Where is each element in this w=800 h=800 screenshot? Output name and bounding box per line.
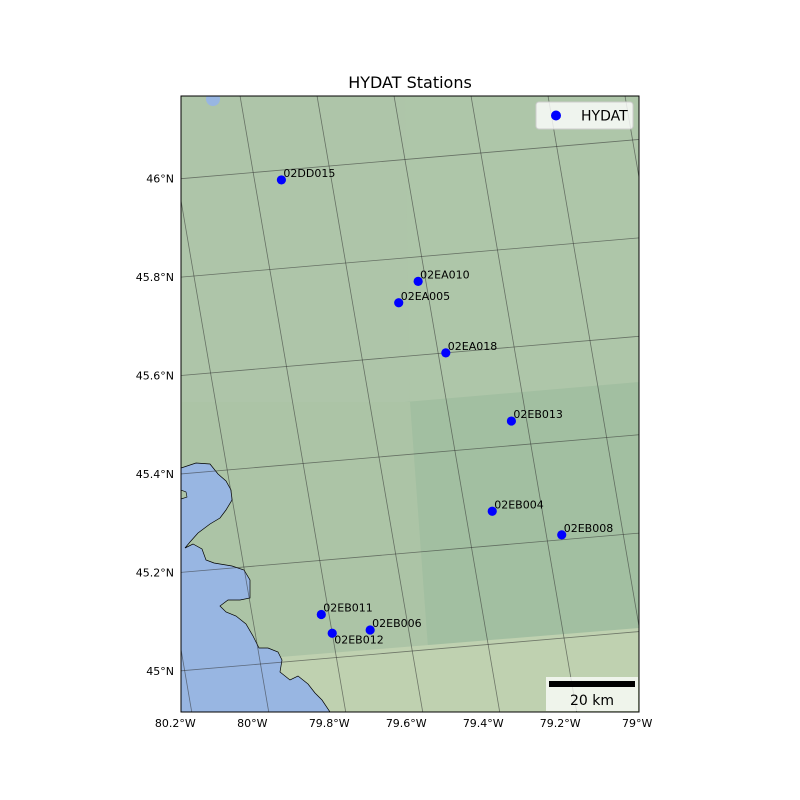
legend-marker-icon: [551, 110, 561, 121]
station-label: 02EB006: [372, 617, 422, 630]
scale-bar: 20 km: [546, 677, 638, 711]
lon-tick-label: 79.2°W: [540, 717, 581, 730]
legend: HYDAT: [535, 101, 634, 130]
station-marker[interactable]: [365, 625, 375, 635]
station-marker[interactable]: [413, 276, 423, 286]
parallel-line: [0, 40, 654, 99]
station-layer: 02DD015 02EA010 02EA005 02EA018 02EB013 02EB0…: [276, 167, 614, 646]
parallel-line: [181, 335, 639, 376]
station-label: 02EB011: [323, 602, 373, 615]
lat-tick-label: 45.8°N: [136, 271, 174, 284]
station-label: 02EB013: [513, 408, 563, 421]
station-label: 02EB012: [334, 633, 384, 646]
parallel-line: [181, 139, 639, 180]
legend-box: [535, 101, 634, 130]
lon-tick-label: 79°W: [622, 717, 652, 730]
water-patch: [206, 96, 220, 106]
station-label: 02EB008: [564, 522, 614, 535]
island: [181, 489, 188, 500]
map-area: [0, 40, 654, 712]
scale-bar-line: [549, 681, 635, 687]
lon-tick-label: 80°W: [237, 717, 267, 730]
map-frame: [180, 95, 640, 713]
lat-tick-label: 46°N: [146, 173, 174, 186]
parallel-line: [181, 237, 639, 278]
station-marker[interactable]: [506, 416, 517, 426]
scale-bar-label: 20 km: [570, 693, 614, 709]
lat-tick-label: 45.4°N: [136, 468, 174, 481]
map-title: HYDAT Stations: [348, 73, 472, 92]
legend-label: HYDAT: [581, 109, 628, 125]
lon-tick-label: 79.8°W: [309, 717, 350, 730]
parallel-line: [181, 532, 639, 573]
graticule: [0, 40, 654, 712]
lat-tick-label: 45.2°N: [136, 566, 174, 579]
axis-ticks: 80.2°W 80°W 79.8°W 79.6°W 79.4°W 79.2°W 79°W 46…: [136, 173, 653, 730]
station-marker[interactable]: [276, 175, 287, 185]
lon-tick-label: 79.6°W: [386, 717, 427, 730]
station-marker[interactable]: [394, 298, 404, 308]
parallel-line: [181, 631, 639, 672]
lat-tick-label: 45.6°N: [136, 370, 174, 383]
water-georgian-bay: [181, 462, 331, 712]
lon-tick-label: 79.4°W: [463, 717, 504, 730]
station-marker[interactable]: [316, 609, 326, 620]
lon-tick-label: 80.2°W: [155, 717, 196, 730]
station-label: 02EB004: [494, 498, 544, 511]
station-label: 02EA018: [448, 340, 497, 353]
station-marker[interactable]: [327, 628, 337, 638]
land-tile-dark: [405, 382, 639, 648]
station-label: 02EA010: [420, 268, 469, 281]
station-marker[interactable]: [441, 348, 451, 358]
land-tile-light: [405, 96, 639, 402]
lat-tick-label: 45°N: [146, 665, 174, 678]
station-label: 02EA005: [401, 290, 450, 303]
station-marker[interactable]: [557, 530, 567, 540]
station-marker[interactable]: [487, 506, 497, 516]
station-label: 02DD015: [283, 167, 335, 180]
parallel-line: [181, 434, 639, 475]
